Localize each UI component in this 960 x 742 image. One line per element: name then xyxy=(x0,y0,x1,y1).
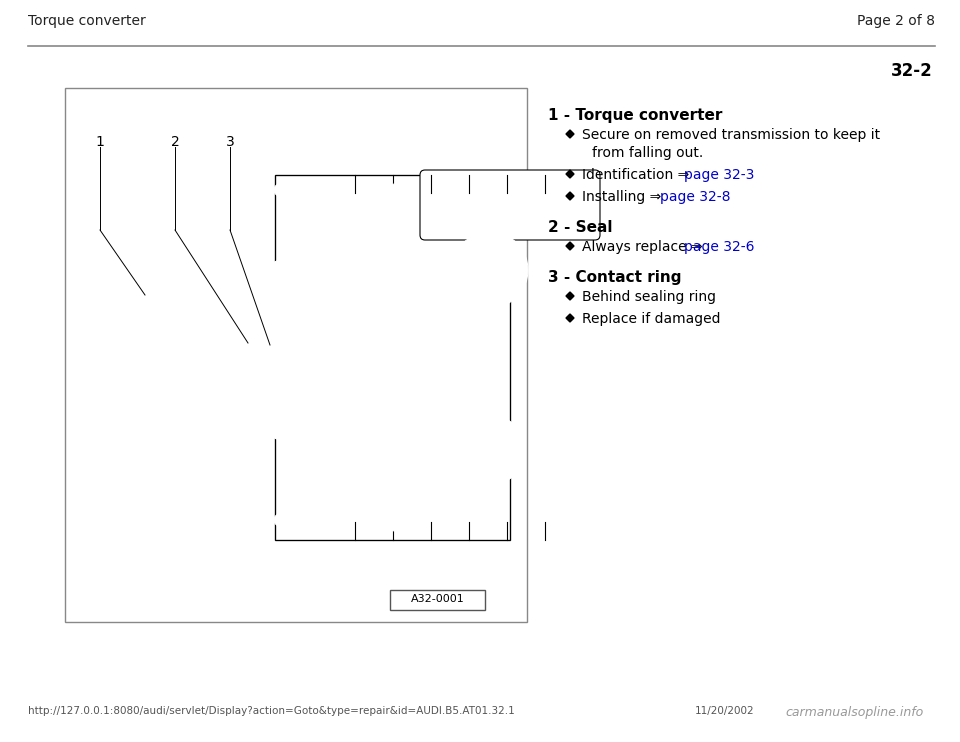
Text: 3: 3 xyxy=(226,135,234,149)
Polygon shape xyxy=(566,292,574,300)
Text: page 32-8: page 32-8 xyxy=(660,190,731,204)
Circle shape xyxy=(259,349,271,361)
Circle shape xyxy=(274,514,286,526)
Circle shape xyxy=(489,519,501,531)
Circle shape xyxy=(115,330,215,430)
Circle shape xyxy=(470,431,509,469)
Circle shape xyxy=(157,372,173,388)
Circle shape xyxy=(160,458,170,468)
Circle shape xyxy=(270,310,350,390)
Circle shape xyxy=(232,333,242,344)
Circle shape xyxy=(87,302,243,458)
Text: 32-2: 32-2 xyxy=(891,62,933,80)
Circle shape xyxy=(389,184,401,196)
Circle shape xyxy=(143,358,187,402)
Polygon shape xyxy=(566,242,574,250)
Polygon shape xyxy=(566,130,574,138)
Text: 1 - Torque converter: 1 - Torque converter xyxy=(548,108,722,123)
Circle shape xyxy=(130,345,200,415)
Circle shape xyxy=(469,249,511,291)
Ellipse shape xyxy=(246,366,261,384)
Text: page 32-6: page 32-6 xyxy=(684,240,755,254)
Text: 11/20/2002: 11/20/2002 xyxy=(695,706,755,716)
Circle shape xyxy=(255,345,275,365)
Text: Page 2 of 8: Page 2 of 8 xyxy=(857,14,935,28)
Text: A32-0001: A32-0001 xyxy=(411,594,465,604)
Circle shape xyxy=(230,270,390,430)
Circle shape xyxy=(153,368,177,392)
Circle shape xyxy=(389,519,401,531)
Ellipse shape xyxy=(239,358,267,392)
Circle shape xyxy=(455,415,525,485)
Circle shape xyxy=(285,325,335,375)
Bar xyxy=(390,590,485,610)
FancyBboxPatch shape xyxy=(420,170,600,240)
Circle shape xyxy=(274,184,286,196)
Text: Identification ⇒: Identification ⇒ xyxy=(582,168,694,182)
Text: 2 - Seal: 2 - Seal xyxy=(548,220,612,235)
Text: Installing ⇒: Installing ⇒ xyxy=(582,190,665,204)
Polygon shape xyxy=(566,314,574,322)
Text: Replace if damaged: Replace if damaged xyxy=(582,312,721,326)
Circle shape xyxy=(88,333,98,344)
Circle shape xyxy=(100,315,230,445)
Text: page 32-3: page 32-3 xyxy=(684,168,755,182)
Text: 3 - Contact ring: 3 - Contact ring xyxy=(548,270,682,285)
Polygon shape xyxy=(566,192,574,200)
Circle shape xyxy=(489,179,501,191)
Text: Torque converter: Torque converter xyxy=(28,14,146,28)
Text: http://127.0.0.1:8080/audi/servlet/Display?action=Goto&type=repair&id=AUDI.B5.AT: http://127.0.0.1:8080/audi/servlet/Displ… xyxy=(28,706,515,716)
Text: carmanualsopline.info: carmanualsopline.info xyxy=(786,706,924,719)
Text: 2: 2 xyxy=(171,135,180,149)
Text: Secure on removed transmission to keep it: Secure on removed transmission to keep i… xyxy=(582,128,880,142)
Polygon shape xyxy=(566,170,574,178)
Text: 1: 1 xyxy=(96,135,105,149)
Bar xyxy=(65,88,527,622)
Text: Always replace ⇒: Always replace ⇒ xyxy=(582,240,707,254)
Circle shape xyxy=(215,255,405,445)
Text: from falling out.: from falling out. xyxy=(592,146,704,160)
Bar xyxy=(275,175,510,540)
Circle shape xyxy=(77,292,253,468)
Circle shape xyxy=(452,232,528,308)
Text: Behind sealing ring: Behind sealing ring xyxy=(582,290,716,304)
Circle shape xyxy=(250,290,370,410)
